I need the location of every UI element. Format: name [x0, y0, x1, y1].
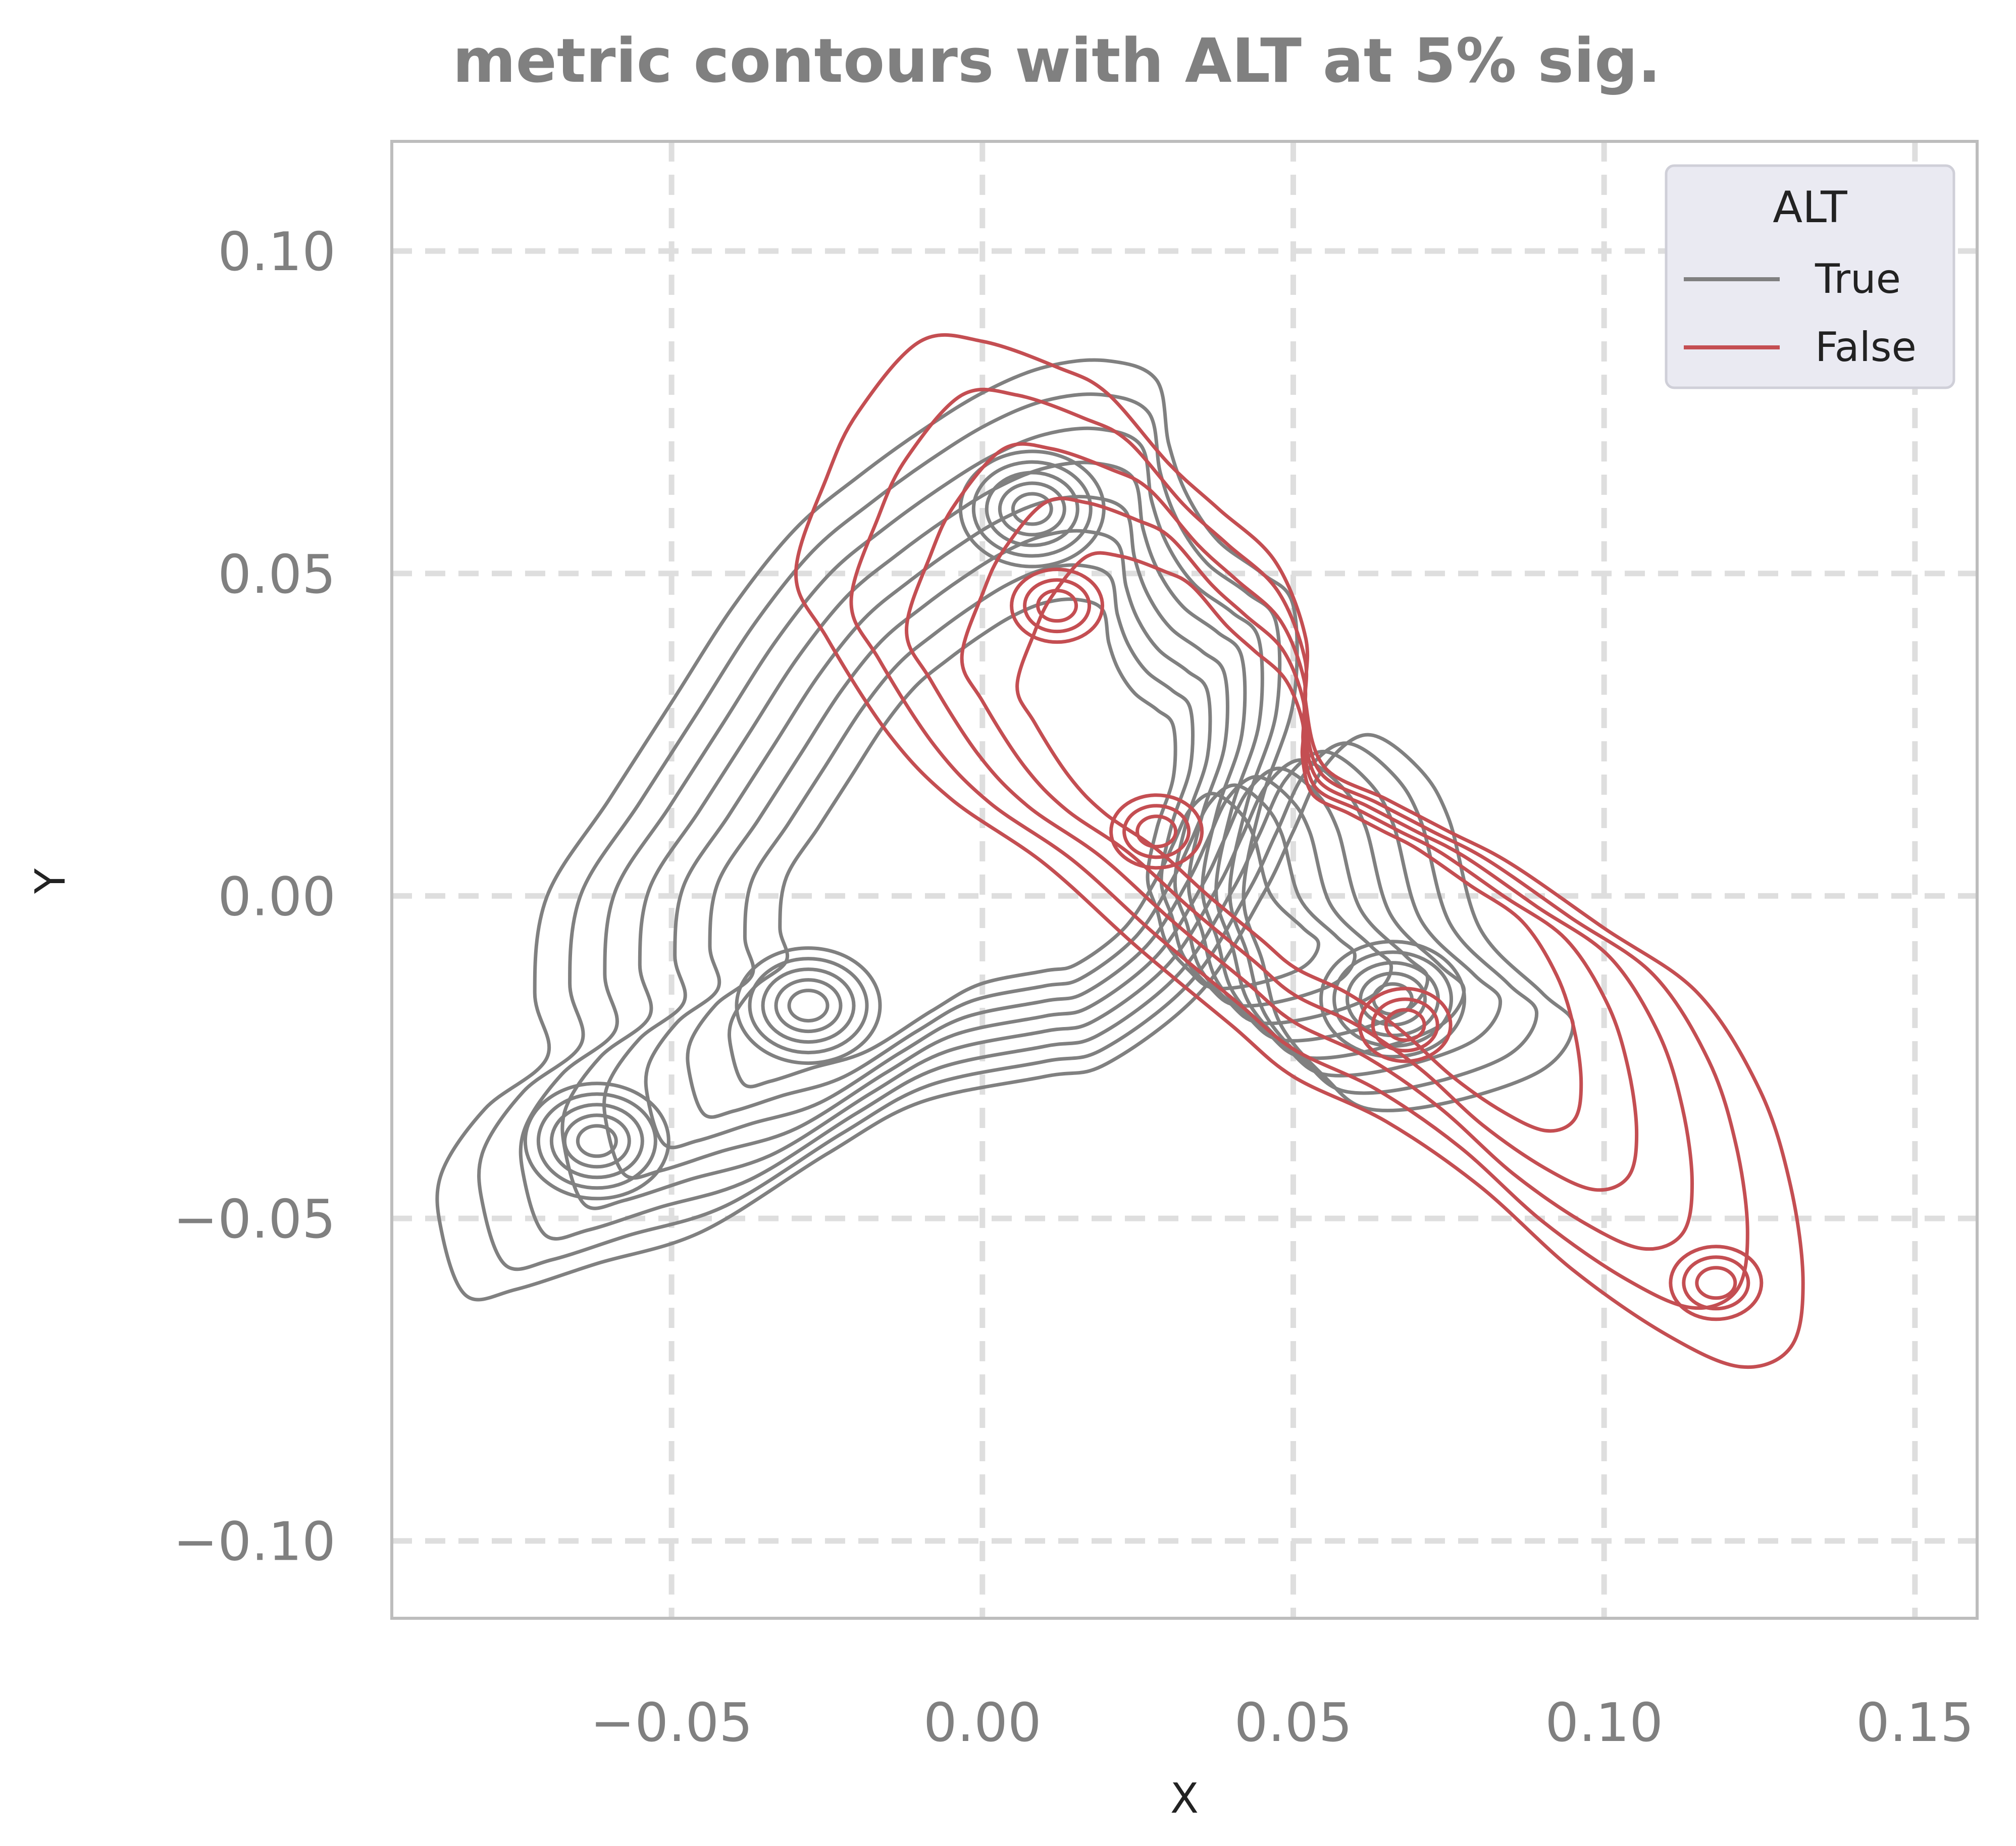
x-tick-label: 0.05: [1234, 1692, 1353, 1754]
y-tick-label: 0.00: [218, 866, 336, 928]
contour-line: [905, 442, 1694, 1251]
contour-line: [1384, 1008, 1426, 1042]
contour-line: [549, 1103, 644, 1180]
contour-line: [686, 563, 1357, 1119]
contour-line: [523, 1082, 670, 1201]
contours-false: [794, 333, 1805, 1369]
contour-line: [1682, 1255, 1750, 1311]
x-tick-label: 0.00: [923, 1692, 1042, 1754]
contour-line: [1109, 793, 1204, 870]
contour-line: [562, 1113, 631, 1169]
contour-line: [576, 1124, 618, 1158]
contour-line: [602, 495, 1430, 1180]
contour-line: [971, 460, 1093, 558]
contour-line: [1135, 814, 1178, 849]
contour-line: [1122, 804, 1191, 859]
contour-line: [849, 387, 1749, 1310]
contour-line: [960, 496, 1639, 1192]
y-tick-labels: −0.10 −0.05 0.00 0.05 0.10: [173, 221, 336, 1573]
contour-line: [985, 471, 1079, 547]
contour-line: [1371, 997, 1439, 1053]
x-tick-label: −0.05: [590, 1692, 753, 1754]
y-tick-label: 0.10: [218, 221, 336, 283]
contour-line: [728, 597, 1320, 1089]
contour-line: [435, 358, 1575, 1302]
contour-line: [787, 989, 830, 1023]
density-contours: [435, 333, 1805, 1369]
x-tick-label: 0.10: [1545, 1692, 1663, 1754]
contours-true: [435, 358, 1575, 1302]
legend-title: ALT: [1773, 182, 1847, 233]
contour-line: [477, 392, 1539, 1271]
legend-box: [1665, 164, 1955, 389]
chart-title: metric contours with ALT at 5% sig.: [453, 26, 1661, 96]
contour-line: [1695, 1266, 1737, 1300]
x-tick-label: 0.15: [1856, 1692, 1974, 1754]
contour-line: [536, 1092, 657, 1190]
contour-line: [519, 426, 1503, 1241]
y-tick-label: −0.05: [173, 1189, 336, 1250]
y-axis-label: Y: [27, 868, 75, 894]
contour-line: [794, 333, 1805, 1369]
legend-label-false: False: [1815, 324, 1917, 371]
x-tick-labels: −0.05 0.00 0.05 0.10 0.15: [590, 1692, 1974, 1754]
y-tick-label: 0.05: [218, 544, 336, 605]
contour-line: [1010, 568, 1105, 644]
contour-line: [748, 957, 869, 1055]
x-axis-label: X: [1170, 1775, 1199, 1823]
contour-line: [1358, 987, 1453, 1063]
contour-line: [1669, 1245, 1764, 1321]
contour-line: [735, 946, 882, 1065]
contour-line: [1036, 589, 1078, 623]
contour-line: [1015, 551, 1583, 1133]
contour-line: [774, 978, 843, 1034]
contour-line: [998, 481, 1066, 537]
plot-frame: [390, 140, 1979, 1620]
legend: ALT True False: [1665, 164, 1955, 389]
contour-line: [1319, 940, 1467, 1059]
contour-line: [1023, 578, 1092, 634]
legend-label-true: True: [1815, 255, 1901, 302]
contour-line: [1011, 492, 1053, 526]
contour-line: [560, 460, 1466, 1210]
contour-line: [761, 967, 856, 1044]
y-tick-label: −0.10: [173, 1511, 336, 1573]
contour-line: [644, 529, 1393, 1150]
